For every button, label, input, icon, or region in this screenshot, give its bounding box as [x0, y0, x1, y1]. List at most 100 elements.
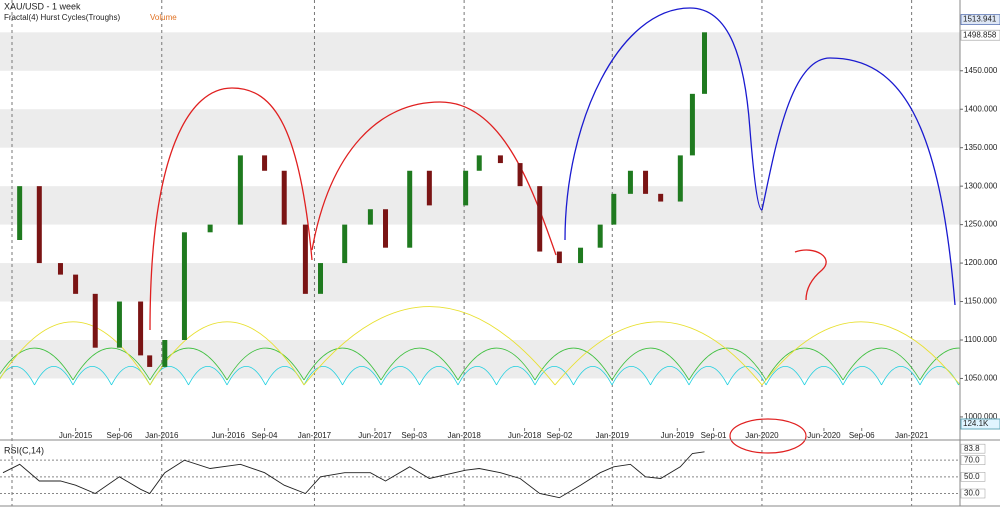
- annotation-question: [794, 249, 827, 301]
- candle: [138, 301, 144, 356]
- cycle-arc: [534, 347, 613, 381]
- price-marks: [2, 32, 708, 499]
- bands: [0, 32, 960, 379]
- x-tick-label: Jan-2020: [745, 431, 779, 440]
- x-tick-label: Jun-2016: [212, 431, 246, 440]
- x-tick-label: Jan-2016: [145, 431, 179, 440]
- price-tag-label: 1498.858: [963, 30, 997, 39]
- cycle-arc: [303, 347, 382, 381]
- rsi-tick-box: [960, 443, 986, 454]
- x-tick-label: Jun-2015: [59, 431, 93, 440]
- candle: [578, 247, 584, 264]
- x-tick-label: Jan-2021: [895, 431, 929, 440]
- candle: [597, 224, 603, 248]
- cycle-arc: [650, 366, 690, 386]
- candle: [367, 209, 373, 225]
- candle: [207, 224, 213, 233]
- candle: [116, 301, 122, 348]
- price-tag-label: 1513.941: [963, 15, 997, 24]
- x-tick-label: Sep-01: [701, 431, 727, 440]
- volume-label: Volume: [150, 13, 177, 22]
- y-tick-label: 1300.000: [964, 181, 998, 190]
- cycle-arc: [727, 366, 767, 386]
- x-tick-label: Sep-02: [546, 431, 572, 440]
- cycle-arc: [611, 347, 690, 381]
- cycle-arc: [534, 366, 574, 386]
- candle: [302, 224, 308, 294]
- cycle-arc: [0, 366, 35, 386]
- x-tick-label: Jan-2018: [447, 431, 481, 440]
- cycles: [0, 7, 998, 454]
- x-tick-label: Sep-03: [401, 431, 427, 440]
- y-tick-label: 1050.000: [964, 374, 998, 383]
- candle: [643, 170, 649, 194]
- axis-panel: [960, 0, 1000, 506]
- y-tick-label: 1100.000: [964, 335, 997, 344]
- cycle-arc: [842, 366, 882, 386]
- candle: [407, 170, 413, 248]
- cycle-arc: [611, 366, 651, 386]
- cycle-arc: [72, 366, 112, 386]
- x-tick-label: Jun-2020: [807, 431, 841, 440]
- cycle-arc: [496, 366, 536, 386]
- candle: [318, 263, 324, 294]
- y-tick-label: 1200.000: [964, 258, 998, 267]
- cycle-arc: [380, 366, 420, 386]
- candle: [162, 340, 168, 367]
- candle: [677, 155, 683, 202]
- candle: [57, 263, 63, 275]
- band: [0, 32, 960, 71]
- chart-title: XAU/USD - 1 week: [4, 1, 81, 11]
- candle: [281, 170, 287, 225]
- cycle-arc: [573, 366, 613, 386]
- candle: [463, 170, 469, 206]
- band: [0, 186, 960, 225]
- rsi-tick-label: 83.8: [964, 444, 980, 453]
- candle: [497, 155, 503, 164]
- candle: [537, 186, 543, 252]
- x-tick-label: Sep-04: [252, 431, 278, 440]
- band: [0, 340, 960, 379]
- price-tag: [960, 29, 1000, 41]
- y-tick-label: 1400.000: [964, 104, 998, 113]
- rsi-tick-box: [960, 455, 986, 465]
- cycle-arc: [688, 366, 728, 386]
- x-tick-label: Jun-2017: [358, 431, 392, 440]
- candle: [17, 186, 23, 240]
- cycle-arc: [761, 321, 961, 386]
- cycle-arc: [842, 347, 921, 381]
- volume-tag: [960, 418, 1000, 430]
- candle: [92, 293, 98, 348]
- cycle-arc: [303, 306, 556, 386]
- cycle-arc: [311, 101, 557, 256]
- cycle-arc: [149, 321, 305, 386]
- y-tick-label: 1450.000: [964, 66, 998, 75]
- y-tick-label: 1150.000: [964, 297, 997, 306]
- cycle-arc: [0, 347, 74, 381]
- rsi-tick-label: 50.0: [964, 472, 980, 481]
- candle: [627, 170, 633, 194]
- candle: [517, 163, 523, 187]
- x-tick-label: Sep-06: [849, 431, 875, 440]
- y-tick-label: 1250.000: [964, 220, 998, 229]
- cycle-arc: [688, 347, 767, 381]
- cycle-arc: [34, 366, 74, 386]
- band: [0, 263, 960, 302]
- candle: [342, 224, 348, 264]
- grid: [0, 0, 960, 506]
- cycle-arc: [188, 366, 228, 386]
- cycle-arc: [0, 321, 151, 386]
- cycle-arc: [765, 366, 805, 386]
- x-tick-label: Jan-2017: [298, 431, 332, 440]
- candle: [702, 32, 708, 94]
- rsi-line: [2, 451, 705, 499]
- annotation-circle: [729, 418, 807, 454]
- rsi-tick-label: 70.0: [964, 455, 980, 464]
- indicator-label: Fractal(4) Hurst Cycles(Troughs): [4, 13, 121, 22]
- cycle-arc: [380, 347, 459, 381]
- y-tick-label: 1350.000: [964, 143, 998, 152]
- candle: [556, 251, 562, 264]
- cycle-arc: [149, 87, 313, 331]
